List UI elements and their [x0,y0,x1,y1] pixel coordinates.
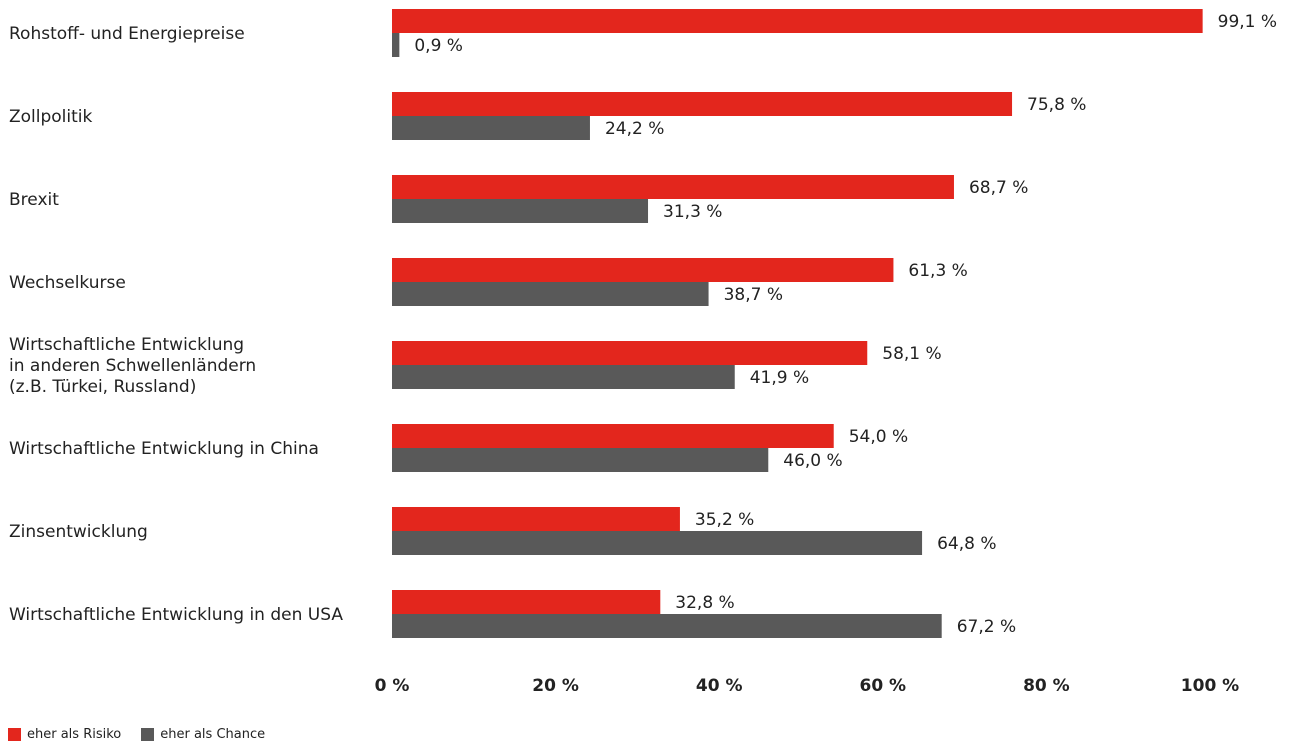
bar-risk [392,9,1203,33]
data-label-chance: 41,9 % [750,368,809,388]
data-label-chance: 31,3 % [663,202,722,222]
category-label-line: (z.B. Türkei, Russland) [9,377,196,397]
bar-risk [392,424,834,448]
data-label-chance: 46,0 % [783,451,842,471]
bar-chance [392,33,400,57]
bar-chance [392,448,769,472]
data-label-chance: 67,2 % [957,617,1016,637]
x-tick-label: 40 % [696,676,743,696]
category-label: Rohstoff- und Energiepreise [9,24,245,44]
legend-swatch-chance [141,728,155,741]
data-label-chance: 24,2 % [605,119,664,139]
category-label-line: Brexit [9,190,59,210]
category-label: Wirtschaftliche Entwicklung in China [9,439,319,459]
legend: eher als Risiko eher als Chance [8,727,265,742]
category-label: Wechselkurse [9,273,126,293]
category-label: Wirtschaftliche Entwicklung in den USA [9,605,343,625]
category-label-line: Wirtschaftliche Entwicklung in den USA [9,605,343,625]
category-label-line: in anderen Schwellenländern [9,356,256,376]
data-label-risk: 58,1 % [882,344,941,364]
category-label-line: Wirtschaftliche Entwicklung in China [9,439,319,459]
data-label-chance: 38,7 % [724,285,783,305]
category-label-line: Wirtschaftliche Entwicklung [9,335,244,355]
bar-chance [392,531,923,555]
category-label-line: Zinsentwicklung [9,522,148,542]
bar-risk [392,507,680,531]
legend-label-chance: eher als Chance [160,727,266,742]
x-tick-label: 60 % [859,676,906,696]
bar-chance [392,116,590,140]
data-label-chance: 64,8 % [937,534,996,554]
category-label-line: Rohstoff- und Energiepreise [9,24,245,44]
x-tick-label: 80 % [1023,676,1070,696]
bar-risk [392,258,894,282]
legend-label-risk: eher als Risiko [27,727,122,742]
category-label-line: Zollpolitik [9,107,93,127]
bar-chance [392,365,735,389]
bar-risk [392,590,661,614]
data-label-chance: 0,9 % [414,36,463,56]
bar-chance [392,199,649,223]
data-label-risk: 35,2 % [695,510,754,530]
category-label: Wirtschaftliche Entwicklung in anderen Sc… [9,335,256,397]
x-tick-label: 20 % [532,676,579,696]
bar-risk [392,341,868,365]
x-tick-label: 100 % [1181,676,1239,696]
bar-risk [392,175,954,199]
x-tick-label: 0 % [375,676,410,696]
data-label-risk: 99,1 % [1218,12,1277,32]
data-label-risk: 75,8 % [1027,95,1086,115]
category-label: Zinsentwicklung [9,522,148,542]
bar-risk [392,92,1013,116]
data-label-risk: 68,7 % [969,178,1028,198]
legend-item-chance: eher als Chance [141,727,265,742]
category-label-line: Wechselkurse [9,273,126,293]
legend-swatch-risk [8,728,21,741]
bar-chance [392,282,709,306]
category-label: Brexit [9,190,59,210]
legend-item-risk: eher als Risiko [8,727,121,742]
category-label: Zollpolitik [9,107,93,127]
data-label-risk: 54,0 % [849,427,908,447]
bar-chart: Rohstoff- und Energiepreise 99,1 % 0,9 % Zo… [9,9,1277,696]
data-label-risk: 32,8 % [675,593,734,613]
bar-chance [392,614,942,638]
data-label-risk: 61,3 % [908,261,967,281]
